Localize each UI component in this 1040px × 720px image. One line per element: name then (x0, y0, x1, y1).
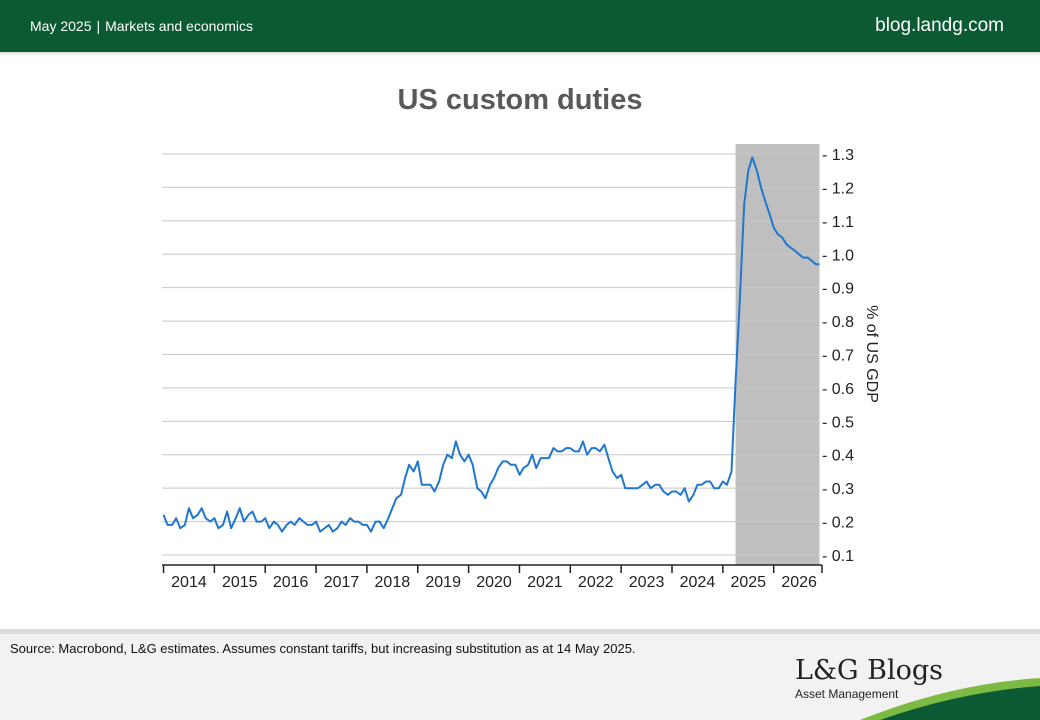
header-date: May 2025 (30, 18, 92, 34)
header-section-link[interactable]: Markets and economics (105, 18, 253, 34)
y-tick-label: - 0.8 (822, 314, 854, 331)
chart-title: US custom duties (397, 84, 643, 116)
y-tick-label: - 1.0 (822, 247, 854, 264)
y-tick-label: - 1.2 (822, 180, 854, 197)
header-shadow (0, 52, 1040, 56)
y-axis-label: % of US GDP (863, 305, 880, 403)
x-tick-label: 2022 (578, 574, 614, 591)
y-tick-label: - 0.4 (822, 448, 854, 465)
y-tick-label: - 0.9 (822, 281, 854, 298)
x-tick-label: 2026 (781, 574, 817, 591)
x-tick-label: 2019 (425, 574, 461, 591)
x-tick-label: 2025 (730, 574, 766, 591)
x-tick-label: 2023 (629, 574, 665, 591)
x-tick-label: 2018 (375, 574, 411, 591)
x-tick-label: 2021 (527, 574, 563, 591)
series-line-custom-duties (162, 156, 820, 533)
y-tick-label: - 0.7 (822, 348, 854, 365)
y-tick-label: - 0.3 (822, 481, 854, 498)
source-note: Source: Macrobond, L&G estimates. Assume… (10, 641, 636, 656)
footer-divider (0, 629, 1040, 634)
x-tick-label: 2020 (476, 574, 512, 591)
site-link[interactable]: blog.landg.com (875, 15, 1004, 36)
x-tick-label: 2024 (680, 574, 716, 591)
y-tick-label: - 0.5 (822, 414, 854, 431)
x-tick-label: 2014 (171, 574, 207, 591)
chart: - 0.1 - 0.2 - 0.3 - 0.4 - 0.5 - 0.6 - 0.7 - 0.8… (162, 144, 880, 591)
header-bar: May 2025 | Markets and economics blog.land… (0, 0, 1040, 52)
logo-wordmark: L&G Blogs (795, 655, 943, 686)
x-tick-label: 2016 (273, 574, 309, 591)
x-tick-label: 2017 (324, 574, 360, 591)
logo-subtitle: Asset Management (795, 687, 899, 701)
x-tick-label: 2015 (222, 574, 258, 591)
y-tick-label: - 0.6 (822, 381, 854, 398)
y-tick-label: - 1.1 (822, 214, 854, 231)
header-breadcrumb: May 2025 | Markets and economics (30, 18, 253, 34)
y-tick-label: - 0.2 (822, 515, 854, 532)
y-tick-label: - 1.3 (822, 147, 854, 164)
y-tick-label: - 0.1 (822, 548, 854, 565)
header-separator: | (96, 18, 101, 34)
lg-blogs-logo[interactable]: L&G Blogs Asset Management (795, 655, 943, 702)
